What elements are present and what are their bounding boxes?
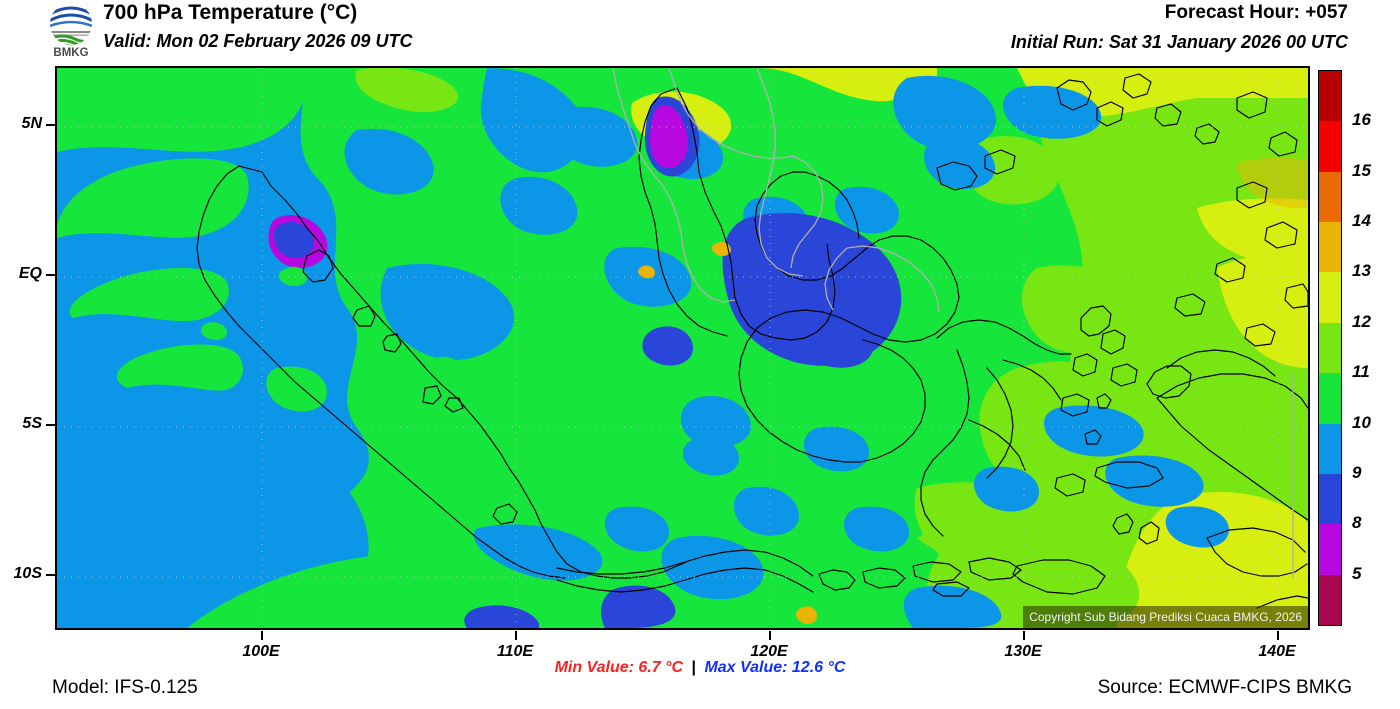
- xtick-mark-140e: [1277, 631, 1279, 640]
- colorbar-tick-12: 12: [1352, 311, 1371, 331]
- colorbar-band-12-13: [1319, 272, 1341, 323]
- coastline-layer: [196, 73, 1308, 609]
- forecast-hour-label: Forecast Hour: +057: [1164, 2, 1348, 23]
- minmax-separator: |: [691, 659, 696, 676]
- xtick-label-110e: 110E: [496, 643, 534, 660]
- model-label: Model: IFS-0.125: [52, 677, 198, 698]
- xtick-mark-130e: [1023, 631, 1025, 640]
- xtick-label-120e: 120E: [750, 643, 788, 660]
- colorbar-band-11-12: [1319, 322, 1341, 374]
- ytick-mark-5s: [46, 424, 55, 426]
- colorbar-tick-16: 16: [1352, 110, 1371, 130]
- xtick-label-130e: 130E: [1004, 643, 1042, 660]
- ytick-label-5s: 5S: [22, 415, 42, 432]
- colorbar-tick-13: 13: [1352, 261, 1371, 281]
- svg-text:BMKG: BMKG: [53, 47, 88, 58]
- xtick-mark-100e: [261, 631, 263, 640]
- min-value-label: Min Value: 6.7 °C: [554, 659, 684, 676]
- colorbar-tick-10: 10: [1352, 412, 1371, 432]
- copyright-notice: Copyright Sub Bidang Prediksi Cuaca BMKG…: [1023, 606, 1308, 628]
- temperature-field: [57, 68, 1308, 628]
- xtick-mark-110e: [515, 631, 517, 640]
- colorbar[interactable]: [1318, 70, 1342, 626]
- ytick-mark-eq: [46, 274, 55, 276]
- border-layer: [612, 68, 1294, 578]
- bmkg-logo-icon: BMKG: [41, 2, 101, 58]
- colorbar-tick-5: 5: [1352, 563, 1362, 583]
- source-label: Source: ECMWF-CIPS BMKG: [1097, 677, 1352, 698]
- map-canvas[interactable]: Copyright Sub Bidang Prediksi Cuaca BMKG…: [55, 66, 1310, 630]
- colorbar-tick-14: 14: [1352, 211, 1371, 231]
- ytick-label-5n: 5N: [21, 115, 42, 132]
- page-title: 700 hPa Temperature (°C): [103, 1, 358, 24]
- ytick-label-10s: 10S: [13, 565, 42, 582]
- valid-time-label: Valid: Mon 02 February 2026 09 UTC: [103, 31, 413, 51]
- colorbar-band-2-5: [1319, 574, 1341, 625]
- colorbar-tick-11: 11: [1352, 362, 1370, 382]
- colorbar-band-5-8: [1319, 524, 1341, 575]
- colorbar-band-13-14: [1319, 222, 1341, 273]
- colorbar-band-9-10: [1319, 423, 1341, 474]
- colorbar-band-10-11: [1319, 373, 1341, 424]
- max-value-label: Max Value: 12.6 °C: [704, 659, 846, 676]
- xtick-mark-120e: [769, 631, 771, 640]
- colorbar-band-8-9: [1319, 473, 1341, 525]
- colorbar-band-14-15: [1319, 171, 1341, 223]
- colorbar-tick-8: 8: [1352, 513, 1362, 533]
- ytick-label-eq: EQ: [18, 265, 42, 282]
- initial-run-label: Initial Run: Sat 31 January 2026 00 UTC: [1010, 32, 1348, 52]
- min-max-readout: Min Value: 6.7 °C | Max Value: 12.6 °C: [0, 659, 1400, 677]
- colorbar-tick-15: 15: [1352, 160, 1371, 180]
- xtick-label-140e: 140E: [1258, 643, 1296, 660]
- xtick-label-100e: 100E: [242, 643, 280, 660]
- colorbar-band-16-17: [1319, 71, 1341, 122]
- colorbar-tick-9: 9: [1352, 462, 1362, 482]
- ytick-mark-5n: [46, 124, 55, 126]
- colorbar-band-15-16: [1319, 121, 1341, 172]
- ytick-mark-10s: [46, 574, 55, 576]
- graticule-layer: [57, 68, 1308, 628]
